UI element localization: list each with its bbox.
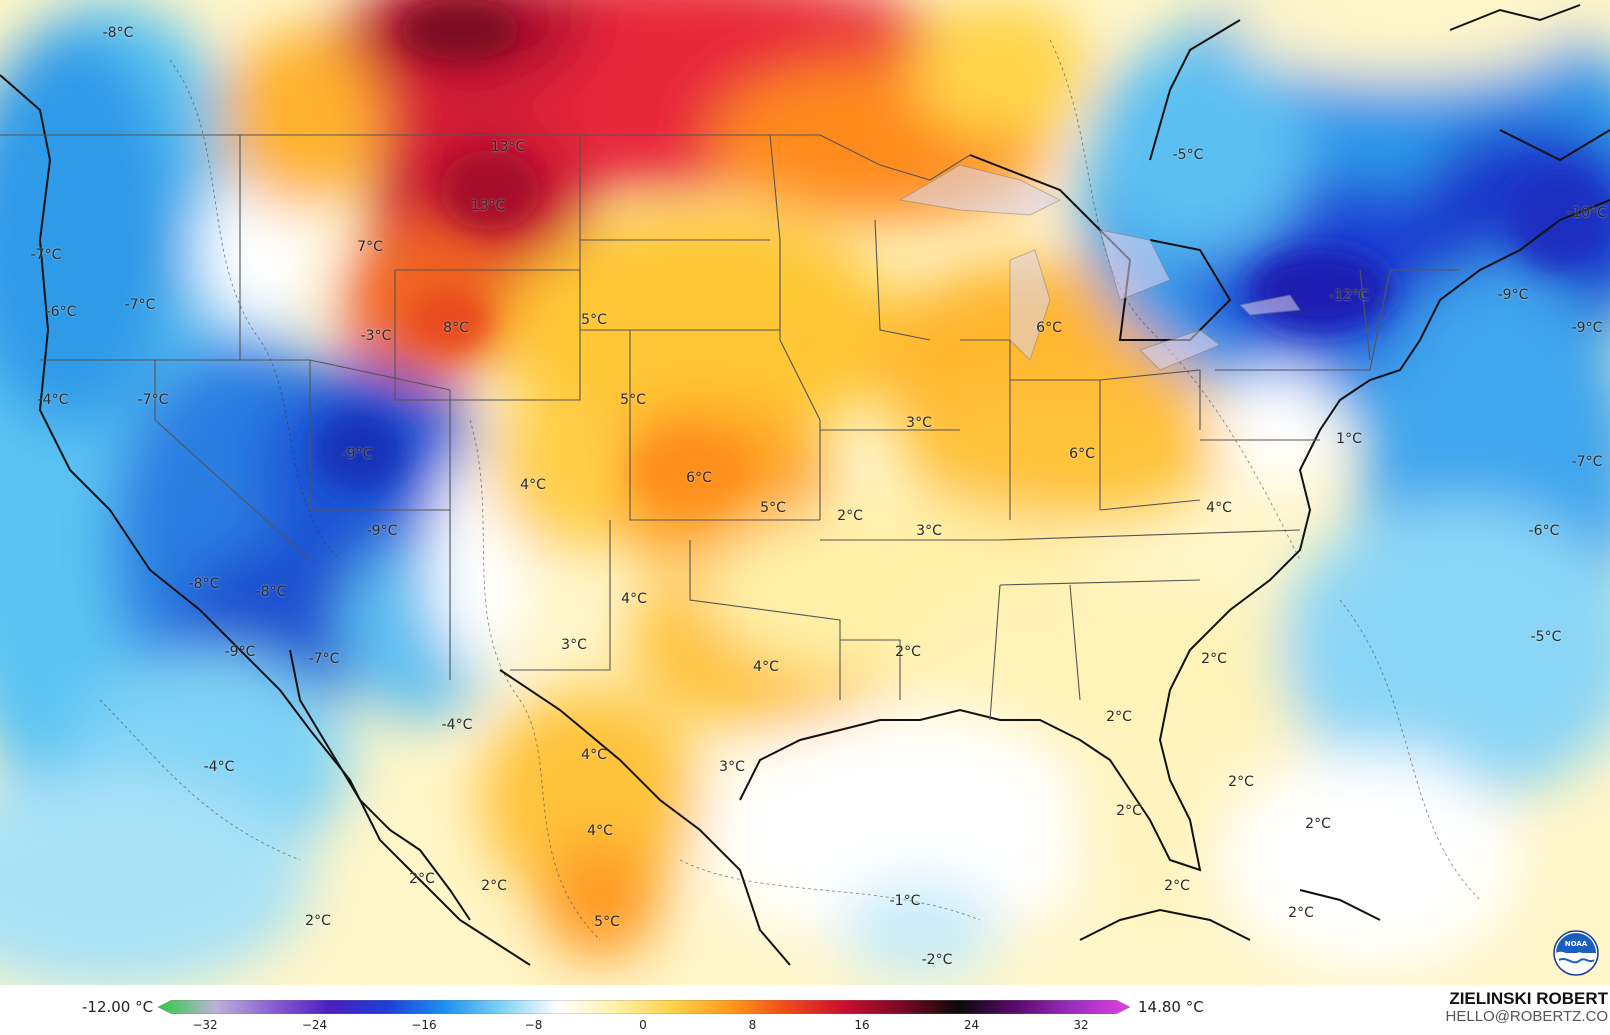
temperature-label: 8°C <box>443 320 469 336</box>
temperature-label: 3°C <box>719 759 745 775</box>
temperature-label: -7°C <box>1571 454 1603 470</box>
temperature-label: -7°C <box>308 651 340 667</box>
temperature-label: 4°C <box>753 659 779 675</box>
temperature-label: -12°C <box>1329 288 1369 304</box>
temperature-label: 3°C <box>561 637 587 653</box>
temperature-anomaly-map: -8°C 13°C 13°C 7°C -5°C -10°C -7°C -7°C … <box>0 0 1610 985</box>
temperature-label: -9°C <box>1571 320 1603 336</box>
temperature-label: 5°C <box>760 500 786 516</box>
temperature-label: 2°C <box>1305 816 1331 832</box>
temperature-label: -9°C <box>366 523 398 539</box>
coastlines <box>0 4 1610 966</box>
temperature-label: 6°C <box>1036 320 1062 336</box>
temperature-label: -10°C <box>1567 205 1607 221</box>
colorbar-tick-label: −16 <box>411 1018 437 1032</box>
temperature-label: 3°C <box>906 415 932 431</box>
legend-max-value: 14.80 °C <box>1138 998 1204 1016</box>
temperature-label: -7°C <box>124 297 156 313</box>
noaa-logo-text: NOAA <box>1565 940 1588 948</box>
temperature-label: 2°C <box>895 644 921 660</box>
temperature-label: 6°C <box>686 470 712 486</box>
temperature-label: -5°C <box>1172 147 1204 163</box>
temperature-label: -7°C <box>137 392 169 408</box>
temperature-label: 2°C <box>1106 709 1132 725</box>
temperature-label: -4°C <box>441 717 473 733</box>
temperature-label: 4°C <box>621 591 647 607</box>
colorbar-tick-label: 16 <box>854 1018 870 1032</box>
temperature-label: 6°C <box>1069 446 1095 462</box>
temperature-label: -3°C <box>360 328 392 344</box>
temperature-label: 3°C <box>916 523 942 539</box>
contour-lines <box>99 39 1481 941</box>
colorbar-tick-label: −24 <box>301 1018 328 1032</box>
temperature-label: -9°C <box>341 446 373 462</box>
temperature-label: 5°C <box>581 312 607 328</box>
temperature-label: -5°C <box>1530 629 1562 645</box>
temperature-label: 7°C <box>357 239 383 255</box>
legend-min-value: -12.00 °C <box>82 998 154 1016</box>
temperature-label: -6°C <box>45 304 77 320</box>
temperature-label: -8°C <box>188 576 220 592</box>
temperature-label: -4°C <box>203 759 235 775</box>
temperature-label: 13°C <box>470 198 506 214</box>
author-name: ZIELINSKI ROBERT <box>1449 989 1608 1008</box>
temperature-colorbar <box>158 1000 1130 1014</box>
author-email: HELLO@ROBERTZ.CO <box>1445 1008 1608 1025</box>
temperature-field <box>0 0 1610 985</box>
temperature-label: 4°C <box>581 747 607 763</box>
temperature-label: -1°C <box>889 893 921 909</box>
temperature-label: 2°C <box>1201 651 1227 667</box>
colorbar-tick-label: −8 <box>524 1018 543 1032</box>
colorbar-fill <box>158 1000 1130 1014</box>
temperature-label: 2°C <box>409 871 435 887</box>
temperature-label: -8°C <box>102 25 134 41</box>
temperature-label: -9°C <box>224 644 256 660</box>
temperature-label: 2°C <box>1228 774 1254 790</box>
temperature-label: 4°C <box>587 823 613 839</box>
temperature-label: 2°C <box>1288 905 1314 921</box>
temperature-label: 2°C <box>837 508 863 524</box>
colorbar-tick-label: −32 <box>192 1018 218 1032</box>
temperature-label: 5°C <box>594 914 620 930</box>
temperature-label: 2°C <box>305 913 331 929</box>
temperature-label: -4°C <box>37 392 69 408</box>
temperature-label: 1°C <box>1336 431 1362 447</box>
temperature-label: -6°C <box>1528 523 1560 539</box>
temperature-label: -2°C <box>921 952 953 968</box>
temperature-label: 2°C <box>1116 803 1142 819</box>
temperature-label: -8°C <box>255 584 287 600</box>
temperature-label: 13°C <box>490 139 526 155</box>
state-borders <box>0 134 1460 721</box>
temperature-label: 2°C <box>1164 878 1190 894</box>
temperature-label: 5°C <box>620 392 646 408</box>
colorbar-tick-label: 24 <box>963 1018 980 1032</box>
noaa-logo-icon: NOAA <box>1553 930 1599 976</box>
colorbar-tick-label: 32 <box>1073 1018 1089 1032</box>
temperature-label: 4°C <box>1206 500 1232 516</box>
colorbar-tick-label: 8 <box>748 1018 757 1032</box>
map-canvas <box>0 0 1610 985</box>
colorbar-tick-label: 0 <box>639 1018 647 1032</box>
temperature-label: -7°C <box>30 247 62 263</box>
temperature-label: 2°C <box>481 878 507 894</box>
temperature-label: 4°C <box>520 477 546 493</box>
temperature-label: -9°C <box>1497 287 1529 303</box>
great-lakes <box>898 164 1301 371</box>
